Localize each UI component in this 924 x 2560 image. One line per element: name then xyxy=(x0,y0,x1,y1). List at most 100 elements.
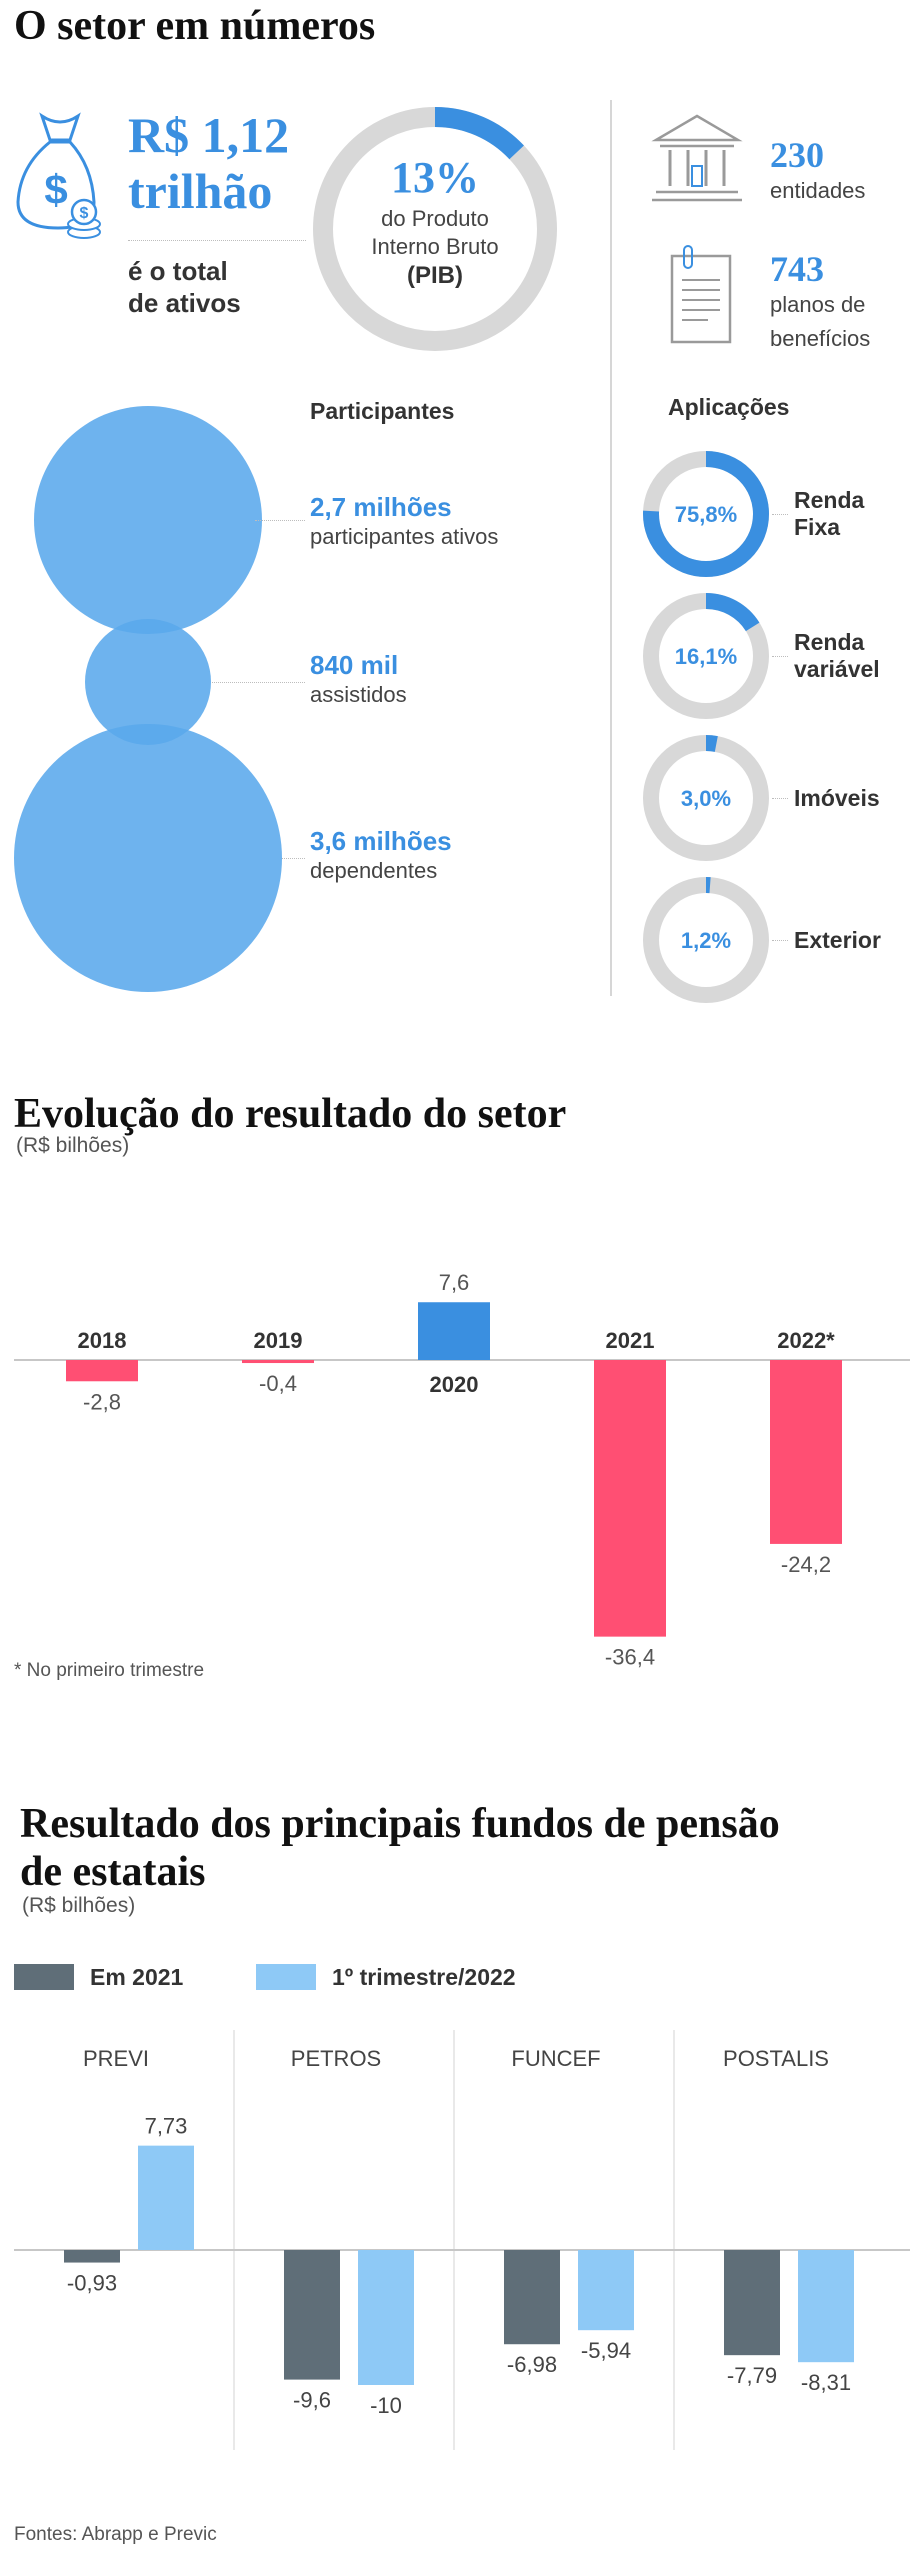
chart2-bar xyxy=(578,2250,634,2331)
application-leader xyxy=(772,798,788,799)
application-label: Renda Fixa xyxy=(794,487,864,541)
assets-desc-line2: de ativos xyxy=(128,288,241,318)
column-divider xyxy=(610,100,612,996)
chart1-bar xyxy=(594,1360,666,1637)
chart2-bar xyxy=(724,2250,780,2356)
plans-label-line2: benefícios xyxy=(770,326,871,351)
participants-dependents-label: dependentes xyxy=(310,858,438,883)
legend-swatch-2022 xyxy=(256,1964,316,1990)
chart1-unit: (R$ bilhões) xyxy=(16,1134,130,1157)
chart2-value-label: -5,94 xyxy=(581,2338,631,2363)
application-label: Imóveis xyxy=(794,785,880,812)
application-label: Renda variável xyxy=(794,629,880,683)
application-donut: 75,8% xyxy=(643,451,769,577)
assets-desc-line1: é o total xyxy=(128,256,228,286)
chart2-value-label: 7,73 xyxy=(145,2114,188,2139)
bubble-active xyxy=(34,406,262,634)
chart2-bar xyxy=(504,2250,560,2345)
participants-bubbles xyxy=(14,406,282,992)
plans-label-line1: planos de xyxy=(770,292,866,317)
application-label: Exterior xyxy=(794,927,881,954)
application-label-line1: Renda xyxy=(794,487,865,513)
chart2-title-line2: de estatais xyxy=(20,1849,206,1895)
application-leader xyxy=(772,514,788,515)
application-percent: 75,8% xyxy=(675,502,737,527)
svg-text:$: $ xyxy=(44,166,67,213)
bubble-dependents xyxy=(14,724,282,992)
chart1-value-label: -36,4 xyxy=(605,1645,655,1670)
application-label-line1: Imóveis xyxy=(794,785,880,811)
application-label-line2: variável xyxy=(794,656,880,682)
chart1-category-label: 2019 xyxy=(254,1328,303,1353)
chart2-bar xyxy=(284,2250,340,2380)
chart2-svg: PREVI -0,93 7,73 PETROS -9,6 -10 FUNCEF -6,98 -5… xyxy=(14,2030,910,2450)
chart1-category-label: 2021 xyxy=(606,1328,655,1353)
chart2-value-label: -0,93 xyxy=(67,2271,117,2296)
legend-label-2021: Em 2021 xyxy=(90,1964,184,1990)
money-bag-icon: $ $ xyxy=(16,112,101,239)
chart1-value-label: -2,8 xyxy=(83,1389,121,1414)
leader-assisted xyxy=(212,682,305,683)
chart1-bar xyxy=(770,1360,842,1544)
entities-label: entidades xyxy=(770,178,866,203)
chart2-category-label: FUNCEF xyxy=(511,2046,600,2071)
chart2-bar xyxy=(138,2145,194,2250)
application-label-line1: Exterior xyxy=(794,927,881,953)
participants-assisted-value: 840 mil xyxy=(310,650,399,680)
chart1-value-label: 7,6 xyxy=(439,1270,470,1295)
entities-value: 230 xyxy=(770,135,824,175)
chart2-value-label: -10 xyxy=(370,2393,402,2418)
application-percent: 16,1% xyxy=(675,644,737,669)
chart2-value-label: -8,31 xyxy=(801,2370,851,2395)
chart1-value-label: -24,2 xyxy=(781,1552,831,1577)
application-donut: 16,1% xyxy=(643,593,769,719)
chart1-svg: 2018 -2,8 2019 -0,4 7,6 2020 2021 -36,4 2022* -24… xyxy=(14,1270,910,1670)
application-percent: 1,2% xyxy=(681,928,731,953)
leader-dependents xyxy=(282,858,305,859)
chart2-value-label: -7,79 xyxy=(727,2363,777,2388)
chart2-bar xyxy=(798,2250,854,2363)
chart2-unit: (R$ bilhões) xyxy=(22,1894,136,1917)
chart1-category-label: 2020 xyxy=(430,1372,479,1397)
application-leader xyxy=(772,656,788,657)
chart2-bar xyxy=(358,2250,414,2385)
document-icon xyxy=(670,245,732,344)
application-leader xyxy=(772,940,788,941)
chart2-value-label: -6,98 xyxy=(507,2352,557,2377)
participants-active-label: participantes ativos xyxy=(310,524,499,549)
gdp-percent: 13% xyxy=(391,153,479,202)
applications-title: Aplicações xyxy=(668,394,790,420)
chart1-bar xyxy=(242,1360,314,1364)
leader-active xyxy=(255,520,305,521)
assets-value-line2: trilhão xyxy=(128,163,273,219)
chart2-category-label: PREVI xyxy=(83,2046,149,2071)
bubble-assisted xyxy=(85,619,211,745)
chart2-value-label: -9,6 xyxy=(293,2388,331,2413)
chart1-category-label: 2018 xyxy=(78,1328,127,1353)
application-donut: 3,0% xyxy=(643,735,769,861)
application-donut: 1,2% xyxy=(643,877,769,1003)
chart1-footnote: * No primeiro trimestre xyxy=(14,1660,205,1681)
chart2-category-label: POSTALIS xyxy=(723,2046,829,2071)
legend-swatch-2021 xyxy=(14,1964,74,1990)
gdp-line1: do Produto xyxy=(381,206,489,231)
application-label-line2: Fixa xyxy=(794,514,841,540)
plans-value: 743 xyxy=(770,249,824,289)
chart2-category-label: PETROS xyxy=(291,2046,381,2071)
source-note: Fontes: Abrapp e Previc xyxy=(14,2524,217,2545)
legend-label-2022: 1º trimestre/2022 xyxy=(332,1964,516,1990)
application-label-line1: Renda xyxy=(794,629,865,655)
chart1-value-label: -0,4 xyxy=(259,1371,297,1396)
chart1-bar xyxy=(418,1302,490,1360)
assets-leader-line xyxy=(128,240,306,241)
gdp-line2: Interno Bruto xyxy=(371,234,499,259)
section-title: O setor em números xyxy=(14,3,376,49)
participants-active-value: 2,7 milhões xyxy=(310,492,452,522)
chart2-title-line1: Resultado dos principais fundos de pensã… xyxy=(20,1801,780,1847)
chart1-category-label: 2022* xyxy=(777,1328,835,1353)
assets-value-line1: R$ 1,12 xyxy=(128,107,290,163)
gdp-donut xyxy=(313,107,557,351)
participants-dependents-value: 3,6 milhões xyxy=(310,826,452,856)
participants-title: Participantes xyxy=(310,398,455,424)
chart1-bar xyxy=(66,1360,138,1382)
